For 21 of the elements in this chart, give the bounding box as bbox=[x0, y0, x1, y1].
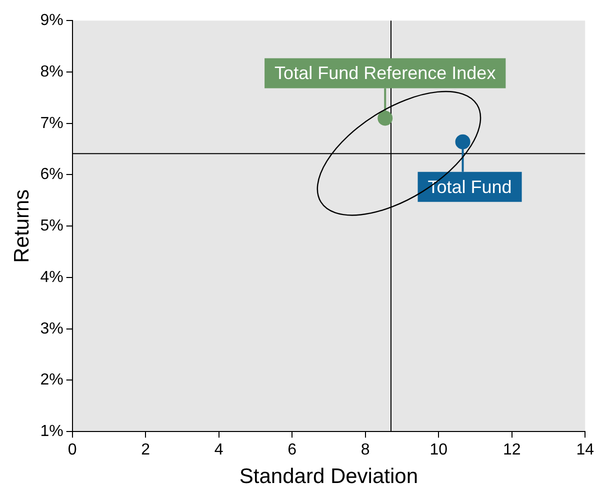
x-tick-label: 2 bbox=[141, 442, 150, 459]
x-tick-label: 8 bbox=[360, 442, 370, 459]
y-tick-label: 3% bbox=[40, 320, 64, 338]
x-tick-label: 4 bbox=[214, 442, 224, 459]
x-tick-label: 0 bbox=[68, 442, 77, 459]
legend-label: Total Fund bbox=[428, 176, 512, 197]
x-tick-label: 12 bbox=[502, 442, 521, 459]
y-tick-label: 4% bbox=[40, 268, 64, 286]
y-tick-label: 7% bbox=[40, 114, 64, 132]
y-tick-label: 9% bbox=[40, 12, 64, 30]
x-tick-label: 10 bbox=[430, 442, 448, 459]
y-tick-label: 1% bbox=[40, 423, 64, 440]
x-tick-label: 14 bbox=[576, 442, 594, 459]
x-axis-title: Standard Deviation bbox=[239, 465, 418, 488]
y-tick-label: 8% bbox=[40, 63, 64, 80]
y-tick-label: 2% bbox=[40, 372, 64, 389]
text: Total Fund Reference Index bbox=[274, 63, 496, 84]
x-tick-label: 6 bbox=[288, 442, 297, 459]
y-axis-title: Returns bbox=[10, 189, 34, 263]
y-tick-label: 6% bbox=[40, 166, 64, 184]
y-tick-label: 5% bbox=[40, 218, 64, 235]
